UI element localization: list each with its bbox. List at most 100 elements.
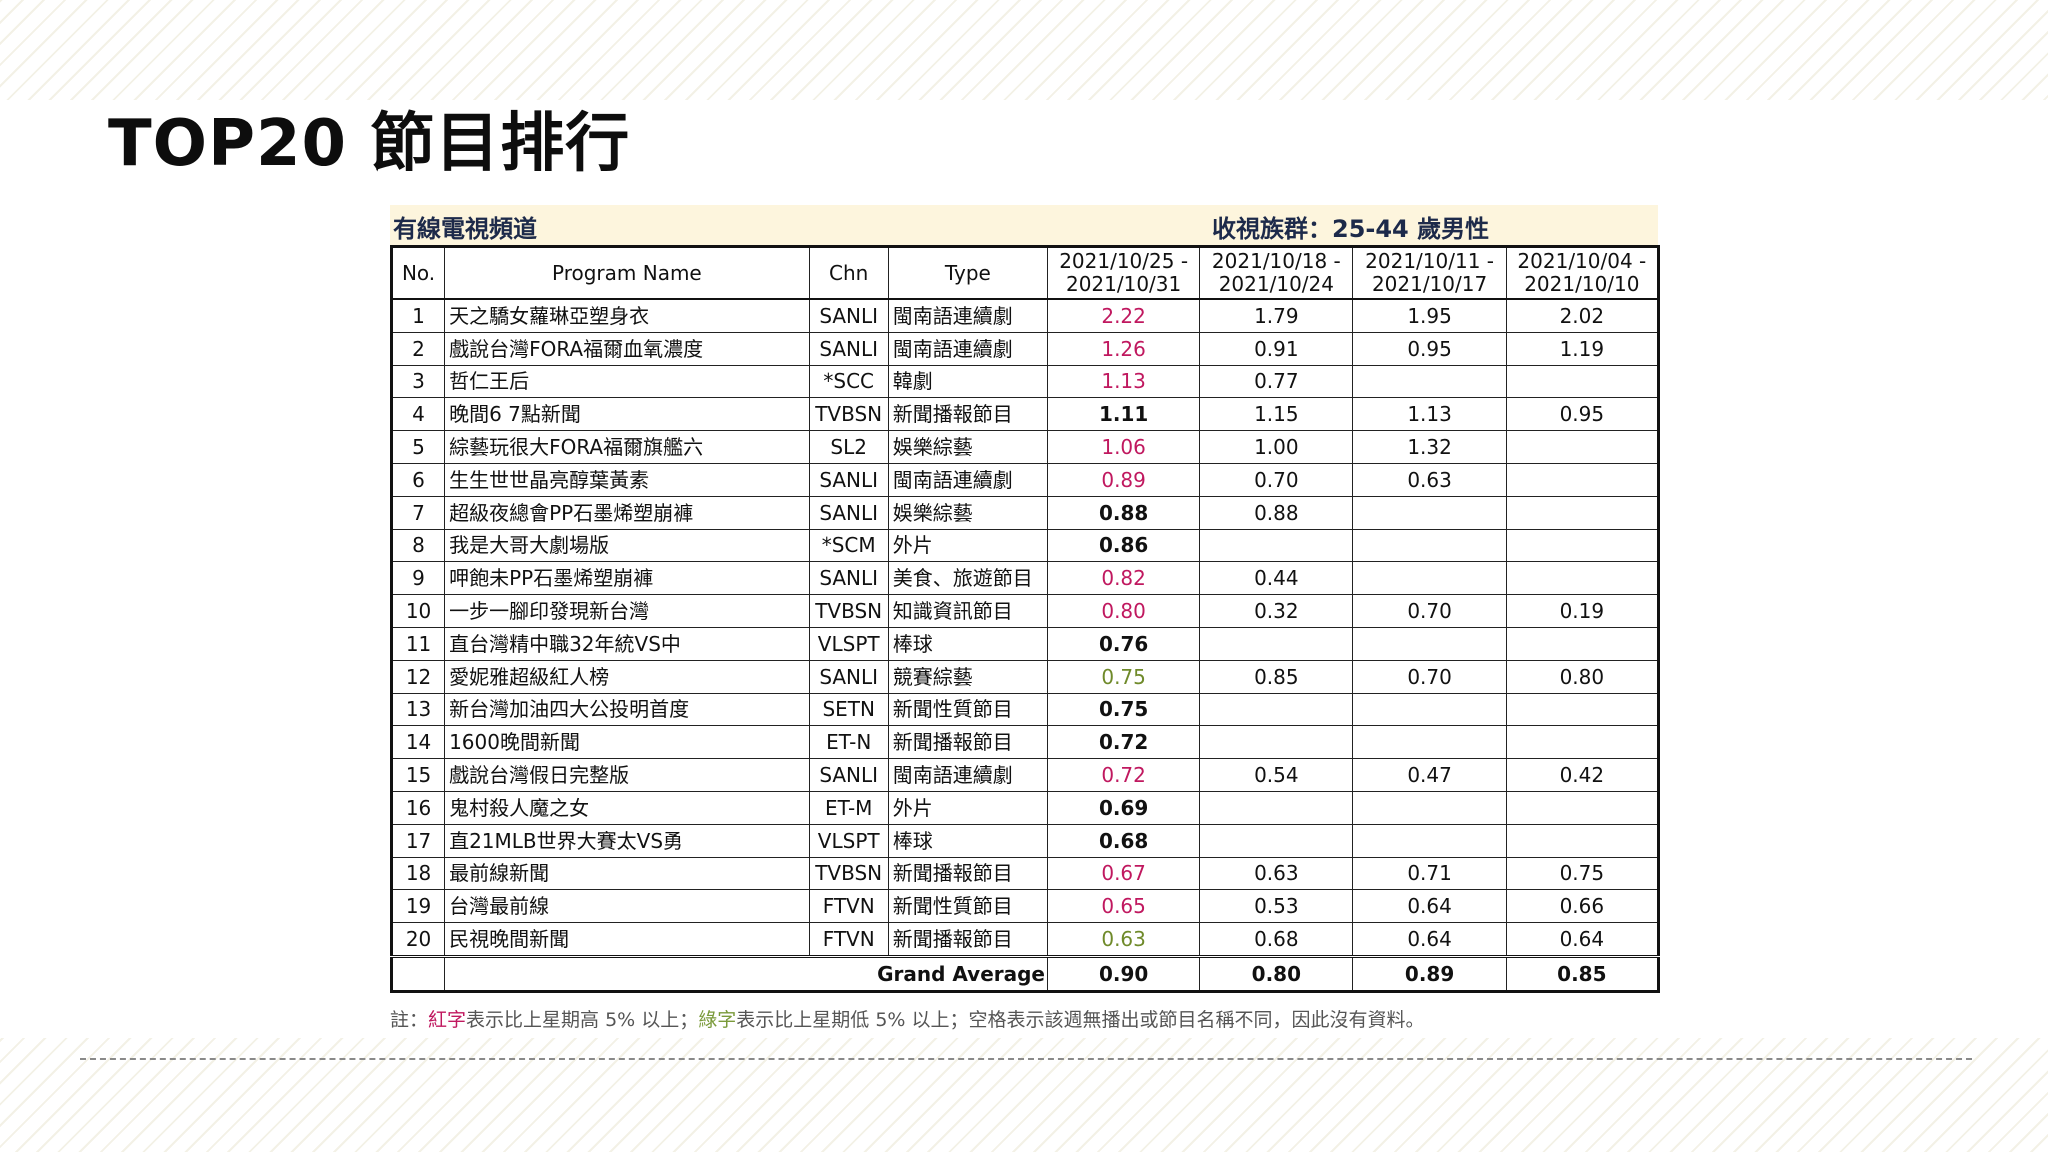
rating-week-2: 0.77 (1199, 364, 1354, 399)
rating-week-1: 2.22 (1046, 298, 1201, 333)
program-type: 新聞播報節目 (887, 397, 1049, 432)
channel-category-label: 有線電視頻道 (393, 215, 537, 243)
rating-week-1: 0.80 (1046, 594, 1201, 628)
program-type: 娛樂綜藝 (887, 430, 1049, 464)
rating-week-4 (1505, 561, 1660, 596)
row-no: 9 (390, 561, 446, 596)
program-type: 棒球 (887, 823, 1049, 858)
table-row: 13 新台灣加油四大公投明首度 SETN 新聞性質節目 0.75 (390, 692, 1660, 727)
program-name: 最前線新聞 (444, 856, 810, 891)
grand-average-week-3: 0.89 (1352, 954, 1507, 992)
channel: TVBSN (808, 594, 889, 628)
channel: *SCC (808, 364, 889, 399)
rating-week-1: 0.82 (1046, 561, 1201, 596)
row-no: 17 (390, 823, 446, 858)
rating-week-2: 0.54 (1199, 758, 1354, 792)
row-no: 10 (390, 594, 446, 628)
program-name: 直21MLB世界大賽太VS勇 (444, 823, 810, 858)
table-row: 16 鬼村殺人魔之女 ET-M 外片 0.69 (390, 790, 1660, 825)
channel: VLSPT (808, 823, 889, 858)
rating-week-3: 1.13 (1352, 397, 1507, 432)
rating-week-1: 0.68 (1046, 823, 1201, 858)
table-body: 1 天之驕女蘿琳亞塑身衣 SANLI 閩南語連續劇 2.22 1.79 1.95 2.02 2 戲… (390, 298, 1660, 957)
page-title: TOP20 節目排行 (108, 107, 631, 181)
ranking-table: No. Program Name Chn Type 2021/10/25 -20… (390, 245, 1660, 993)
table-row: 3 哲仁王后 *SCC 韓劇 1.13 0.77 (390, 364, 1660, 399)
channel: FTVN (808, 922, 889, 957)
col-header-program-name: Program Name (444, 246, 810, 300)
rating-week-4: 0.95 (1505, 397, 1660, 432)
program-type: 閩南語連續劇 (887, 298, 1049, 333)
program-type: 新聞性質節目 (887, 692, 1049, 727)
rating-week-4 (1505, 692, 1660, 727)
table-row: 12 愛妮雅超級紅人榜 SANLI 競賽綜藝 0.75 0.85 0.70 0.80 (390, 659, 1660, 694)
rating-week-1: 0.75 (1046, 659, 1201, 694)
rating-week-1: 1.26 (1046, 331, 1201, 366)
program-name: 呷飽未PP石墨烯塑崩褲 (444, 561, 810, 596)
channel: ET-N (808, 725, 889, 760)
row-no: 14 (390, 725, 446, 760)
row-no: 7 (390, 495, 446, 530)
rating-week-3: 1.32 (1352, 430, 1507, 464)
col-header-type: Type (887, 246, 1049, 300)
rating-week-4 (1505, 495, 1660, 530)
program-name: 直台灣精中職32年統VS中 (444, 626, 810, 661)
program-name: 戲說台灣假日完整版 (444, 758, 810, 792)
program-type: 娛樂綜藝 (887, 495, 1049, 530)
row-no: 6 (390, 462, 446, 497)
channel: SETN (808, 692, 889, 727)
rating-week-2: 1.00 (1199, 430, 1354, 464)
table-row: 18 最前線新聞 TVBSN 新聞播報節目 0.67 0.63 0.71 0.75 (390, 856, 1660, 891)
program-name: 天之驕女蘿琳亞塑身衣 (444, 298, 810, 333)
channel: SANLI (808, 331, 889, 366)
channel: FTVN (808, 889, 889, 924)
program-name: 鬼村殺人魔之女 (444, 790, 810, 825)
note-part-1: 表示比上星期高 5% 以上； (466, 1009, 699, 1031)
rating-week-4: 0.19 (1505, 594, 1660, 628)
table-row: 17 直21MLB世界大賽太VS勇 VLSPT 棒球 0.68 (390, 823, 1660, 858)
channel: TVBSN (808, 856, 889, 891)
table-row: 19 台灣最前線 FTVN 新聞性質節目 0.65 0.53 0.64 0.66 (390, 889, 1660, 924)
table-row: 7 超級夜總會PP石墨烯塑崩褲 SANLI 娛樂綜藝 0.88 0.88 (390, 495, 1660, 530)
program-name: 台灣最前線 (444, 889, 810, 924)
table-row: 15 戲說台灣假日完整版 SANLI 閩南語連續劇 0.72 0.54 0.47 0.42 (390, 758, 1660, 792)
row-no: 5 (390, 430, 446, 464)
avg-empty-cell (390, 954, 446, 992)
rating-week-3 (1352, 364, 1507, 399)
rating-week-2: 1.15 (1199, 397, 1354, 432)
rating-week-2: 0.63 (1199, 856, 1354, 891)
rating-week-2: 0.70 (1199, 462, 1354, 497)
program-name: 我是大哥大劇場版 (444, 528, 810, 563)
row-no: 2 (390, 331, 446, 366)
rating-week-3 (1352, 692, 1507, 727)
row-no: 1 (390, 298, 446, 333)
channel: SANLI (808, 298, 889, 333)
rating-week-1: 0.88 (1046, 495, 1201, 530)
rating-week-4: 0.80 (1505, 659, 1660, 694)
rating-week-1: 1.13 (1046, 364, 1201, 399)
program-type: 閩南語連續劇 (887, 758, 1049, 792)
rating-week-3: 0.71 (1352, 856, 1507, 891)
channel: TVBSN (808, 397, 889, 432)
rating-week-1: 1.11 (1046, 397, 1201, 432)
rating-week-3 (1352, 561, 1507, 596)
rating-week-1: 0.63 (1046, 922, 1201, 957)
rating-week-3: 0.64 (1352, 889, 1507, 924)
channel: SANLI (808, 561, 889, 596)
row-no: 12 (390, 659, 446, 694)
table-row: 4 晚間6 7點新聞 TVBSN 新聞播報節目 1.11 1.15 1.13 0.95 (390, 397, 1660, 432)
row-no: 16 (390, 790, 446, 825)
rating-week-4 (1505, 626, 1660, 661)
table-row: 20 民視晚間新聞 FTVN 新聞播報節目 0.63 0.68 0.64 0.64 (390, 922, 1660, 957)
rating-week-3: 0.70 (1352, 659, 1507, 694)
rating-week-4: 2.02 (1505, 298, 1660, 333)
program-type: 外片 (887, 528, 1049, 563)
grand-average-week-1: 0.90 (1046, 954, 1201, 992)
program-name: 1600晚間新聞 (444, 725, 810, 760)
rating-week-1: 0.72 (1046, 758, 1201, 792)
program-type: 棒球 (887, 626, 1049, 661)
grand-average-week-2: 0.80 (1199, 954, 1354, 992)
program-type: 閩南語連續劇 (887, 331, 1049, 366)
row-no: 15 (390, 758, 446, 792)
note-part-2: 表示比上星期低 5% 以上；空格表示該週無播出或節目名稱不同，因此沒有資料。 (736, 1009, 1425, 1031)
